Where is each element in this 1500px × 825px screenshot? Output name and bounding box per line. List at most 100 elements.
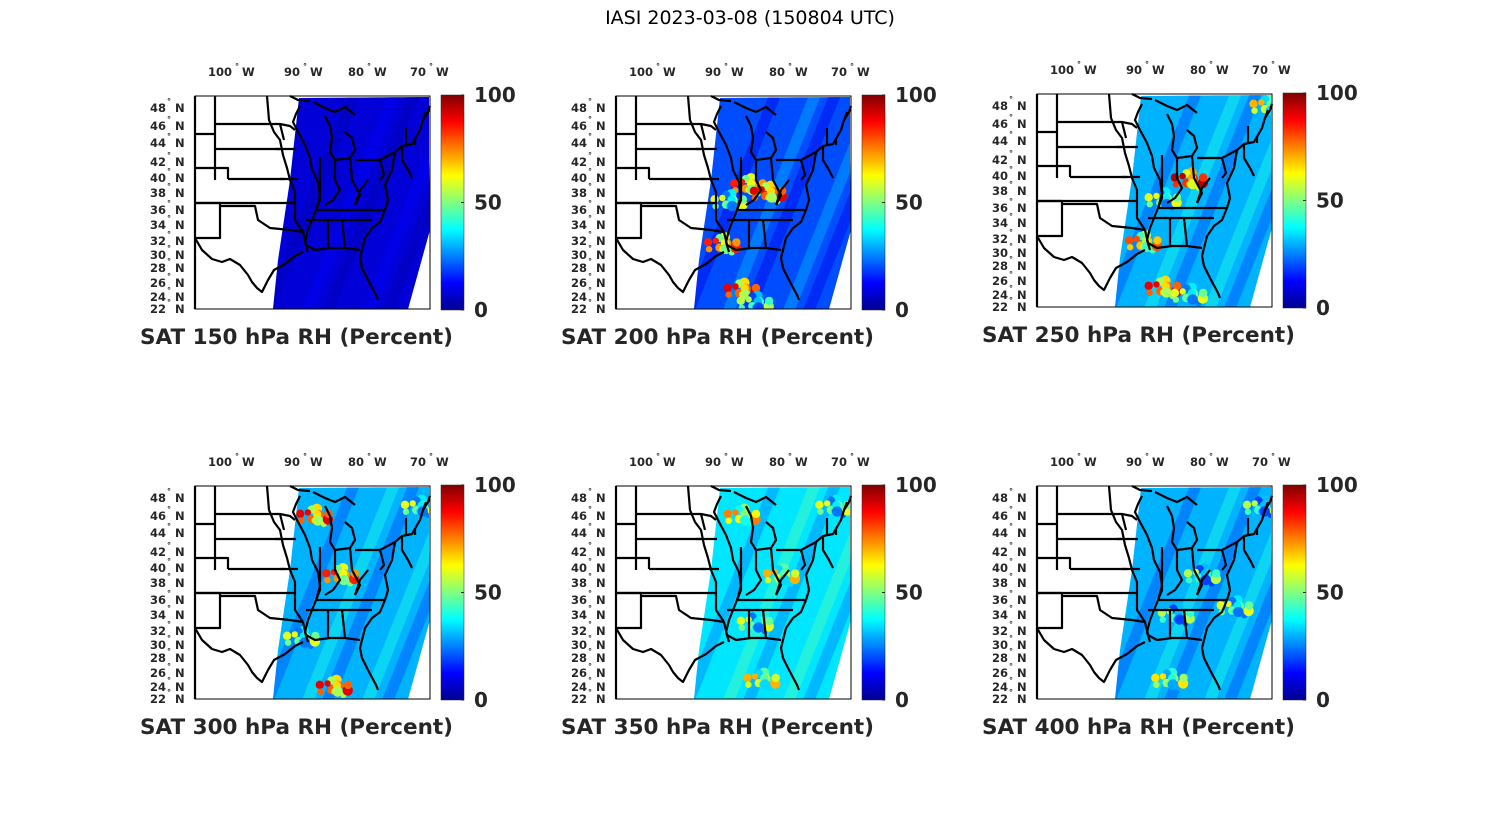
state-border [1107,93,1139,201]
rh-blob [1249,99,1258,108]
rh-blob [743,673,752,682]
state-border [733,101,777,116]
degree-symbol: ° [1009,149,1013,158]
state-border [1182,217,1189,247]
state-border [776,548,807,571]
y-tick-hemisphere: N [175,491,185,505]
swath-band [380,97,430,309]
y-tick-label: 22 [150,302,166,316]
state-border [1156,547,1164,601]
x-tick-hemisphere: W [1152,455,1165,469]
degree-symbol: ° [1009,255,1013,264]
state-border [779,639,801,691]
x-tick-hemisphere: W [1084,455,1097,469]
rh-blob [705,246,713,253]
colorbar-tick-label: 50 [474,581,502,605]
swath-band [841,97,851,309]
degree-symbol: ° [167,604,171,613]
swath-band [1142,95,1244,307]
y-tick-hemisphere: N [1017,666,1027,680]
rh-blob [324,577,331,584]
y-tick-hemisphere: N [175,692,185,706]
degree-symbol: ° [588,647,592,656]
x-tick-hemisphere: W [436,65,449,79]
swath-band [801,487,851,699]
rh-blob [1144,193,1153,202]
y-tick-label: 48 [992,491,1008,505]
degree-symbol: ° [588,214,592,223]
degree-symbol: ° [1009,662,1013,671]
rh-blob [1242,500,1252,509]
degree-symbol: ° [1009,557,1013,566]
degree-symbol: ° [367,452,371,461]
y-tick-label: 38 [150,186,166,200]
state-border [1154,491,1198,506]
state-border [293,203,304,233]
y-tick-hemisphere: N [1017,153,1027,167]
y-tick-label: 40 [571,171,587,185]
x-tick-label: 80 [1190,455,1206,469]
state-border [279,122,296,131]
rh-blob [1187,294,1198,305]
state-border [700,122,717,131]
rh-blob [751,283,761,293]
x-tick-hemisphere: W [795,455,808,469]
degree-symbol: ° [1009,487,1013,496]
state-border [821,536,834,569]
state-border [636,166,651,179]
y-tick-hemisphere: N [596,576,606,590]
rh-blob [1126,244,1134,251]
colorbar-tick-label: 50 [895,581,923,605]
y-tick-hemisphere: N [596,248,606,262]
swath-band [1202,487,1272,699]
y-tick-hemisphere: N [596,692,606,706]
rh-blob [1274,111,1280,117]
panel-title: SAT 350 hPa RH (Percent) [561,715,874,740]
state-border [305,244,361,252]
degree-symbol: ° [1009,541,1013,550]
degree-symbol: ° [788,452,792,461]
degree-symbol: ° [1271,452,1275,461]
state-border [1200,247,1222,299]
rh-blob [1172,281,1182,291]
panel-title: SAT 200 hPa RH (Percent) [561,325,874,350]
y-tick-hemisphere: N [175,101,185,115]
x-tick-label: 80 [348,455,364,469]
rh-blob [315,680,324,689]
state-border [1202,599,1229,641]
map-plot: 100 ° W 90 ° W 80 ° W 70 ° W48 ° N46 ° N44 ° N42 ° N40 ° N38 °… [571,62,937,322]
rh-panel-350hpa: 100 ° W 90 ° W 80 ° W 70 ° W 48 ° N 46 ° N 44 ° N 42 ° N 40 ° N 38 °… [561,450,961,750]
y-tick-hemisphere: N [175,261,185,275]
y-tick-label: 42 [571,155,587,169]
swath-band [360,487,430,699]
y-tick-hemisphere: N [175,561,185,575]
degree-symbol: ° [167,115,171,124]
degree-symbol: ° [303,452,307,461]
degree-symbol: ° [167,688,171,697]
degree-symbol: ° [235,62,239,71]
degree-symbol: ° [167,541,171,550]
swath-band [1182,487,1272,699]
state-border [355,548,386,571]
rh-blob [719,194,726,202]
state-border [641,204,725,234]
rh-blob [753,302,764,309]
degree-symbol: ° [588,589,592,598]
degree-symbol: ° [588,257,592,266]
swath-band [320,487,422,699]
state-border [314,157,322,211]
degree-symbol: ° [167,132,171,141]
degree-symbol: ° [588,522,592,531]
y-tick-label: 46 [992,117,1008,131]
y-tick-label: 38 [150,576,166,590]
colorbar-tick-label: 50 [1316,581,1344,605]
colorbar [1282,92,1307,309]
rh-blob [745,681,752,688]
y-tick-label: 44 [992,134,1008,148]
state-border [358,639,380,691]
rh-blob [831,506,843,517]
degree-symbol: ° [850,452,854,461]
swath-band [741,97,843,309]
degree-symbol: ° [167,97,171,106]
rh-blob [766,192,777,203]
